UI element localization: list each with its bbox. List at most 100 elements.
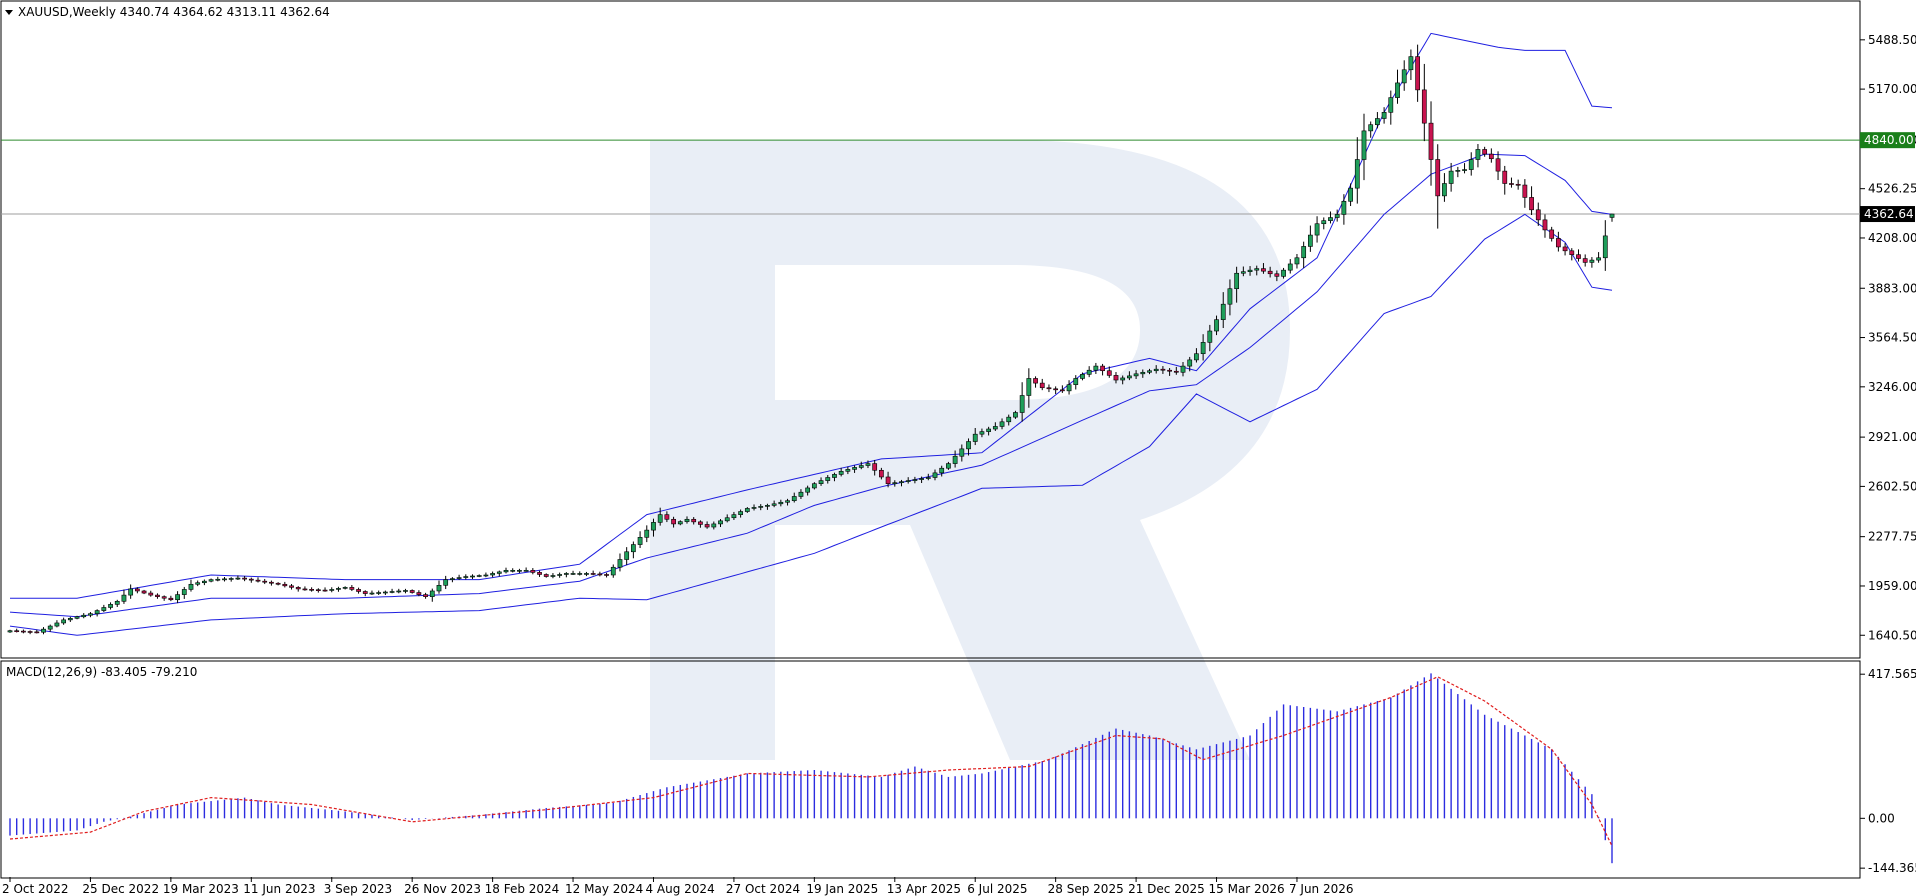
candle-body xyxy=(1475,149,1481,160)
candle-body xyxy=(1348,187,1353,202)
candle-body xyxy=(1086,369,1092,375)
candle-body xyxy=(845,469,851,472)
candle xyxy=(852,465,857,473)
candle xyxy=(282,581,288,588)
candle xyxy=(1381,107,1387,124)
candle-body xyxy=(664,514,670,520)
candle-body xyxy=(1582,258,1588,263)
candle-body xyxy=(919,478,924,480)
candle-body xyxy=(302,588,308,591)
candle xyxy=(188,579,194,592)
candle xyxy=(1234,266,1240,303)
candle xyxy=(563,572,569,578)
x-tick-label: 28 Sep 2025 xyxy=(1048,882,1124,896)
candle xyxy=(925,473,931,481)
candle-body xyxy=(1234,272,1240,290)
candle xyxy=(1086,366,1092,378)
candle xyxy=(195,580,201,587)
candle-body xyxy=(1522,184,1528,198)
candle xyxy=(751,504,757,511)
candle-body xyxy=(939,467,945,474)
y-tick-label: 4208.00 xyxy=(1868,231,1916,245)
candle xyxy=(845,466,851,475)
candle-body xyxy=(215,578,221,581)
candle-body xyxy=(21,630,26,633)
candle xyxy=(1080,372,1085,381)
candle xyxy=(382,590,388,596)
candle xyxy=(1066,380,1072,395)
candle-body xyxy=(892,482,898,484)
candle-body xyxy=(510,570,516,572)
candle-body xyxy=(476,575,482,577)
x-tick-label: 3 Sep 2023 xyxy=(324,882,392,896)
candle-body xyxy=(966,441,971,450)
candle xyxy=(242,576,247,582)
candle-body xyxy=(1334,214,1340,218)
candle xyxy=(235,575,241,580)
candle-body xyxy=(932,472,938,478)
candle xyxy=(1408,49,1414,81)
candle xyxy=(517,568,522,574)
candle-body xyxy=(617,559,623,568)
candle xyxy=(342,586,348,590)
bollinger-lower-line xyxy=(9,213,1613,636)
candle xyxy=(959,444,965,462)
candle-body xyxy=(382,591,388,594)
candle-body xyxy=(181,589,187,595)
y-tick-label: 2277.75 xyxy=(1868,530,1916,544)
candle-body xyxy=(644,529,650,538)
candle-body xyxy=(54,622,60,627)
candle xyxy=(939,465,945,477)
candle xyxy=(121,589,127,604)
candle-body xyxy=(356,589,361,592)
candle xyxy=(698,520,703,528)
candle-body xyxy=(1341,200,1347,215)
candle-body xyxy=(604,574,609,576)
candle xyxy=(543,573,549,578)
candle-body xyxy=(336,588,341,590)
x-tick-label: 15 Mar 2026 xyxy=(1209,882,1285,896)
candle-body xyxy=(1200,342,1206,355)
candle xyxy=(1120,375,1126,385)
candle-body xyxy=(7,630,13,633)
candle-body xyxy=(1106,370,1112,376)
candle-body xyxy=(1053,388,1059,391)
candle xyxy=(1194,348,1199,363)
candle xyxy=(1589,257,1595,268)
candle xyxy=(208,578,214,583)
candle xyxy=(1274,270,1280,282)
menu-triangle-icon[interactable] xyxy=(5,10,13,15)
candle-body xyxy=(543,574,549,577)
candle xyxy=(550,573,556,579)
y-tick-label: 2921.00 xyxy=(1868,430,1916,444)
candle xyxy=(1421,63,1427,142)
candle xyxy=(557,572,563,578)
candle xyxy=(1153,365,1159,374)
candle-body xyxy=(1388,97,1394,113)
candle xyxy=(248,577,254,583)
candle-body xyxy=(1529,197,1534,211)
macd-y-tick-label: 0.00 xyxy=(1868,811,1895,825)
candle xyxy=(1093,362,1099,374)
candle xyxy=(912,476,918,484)
candle xyxy=(1549,226,1555,242)
candle-body xyxy=(295,587,301,590)
candle xyxy=(704,521,710,529)
candle-body xyxy=(228,578,234,580)
y-tick-label: 4526.25 xyxy=(1868,182,1916,196)
candle xyxy=(1321,217,1327,230)
candle-body xyxy=(1569,250,1575,255)
candle-body xyxy=(315,589,321,591)
candle xyxy=(1140,369,1146,378)
candle xyxy=(356,587,361,594)
candle xyxy=(999,418,1005,430)
candle-body xyxy=(41,628,46,633)
x-tick-label: 6 Jul 2025 xyxy=(967,882,1027,896)
candle xyxy=(805,485,811,496)
candle xyxy=(1247,266,1253,276)
candle xyxy=(81,613,87,619)
candle xyxy=(329,587,335,593)
candle-body xyxy=(1368,124,1374,132)
